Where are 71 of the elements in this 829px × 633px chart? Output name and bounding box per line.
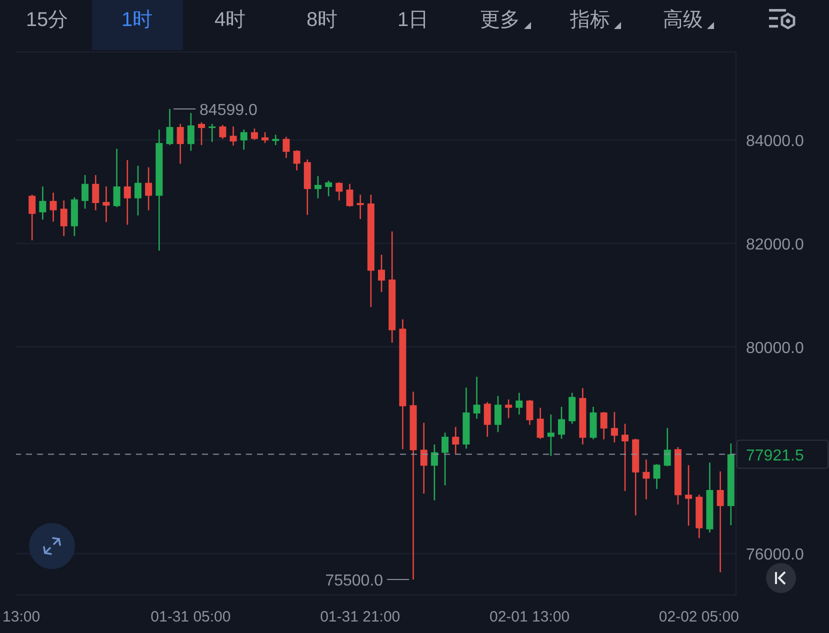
candlestick — [28, 194, 36, 241]
candlestick — [314, 175, 322, 199]
x-tick-label: 01-31 21:00 — [320, 608, 400, 626]
text: 1时 — [121, 9, 153, 31]
candlestick — [92, 174, 100, 211]
candlestick — [134, 165, 142, 216]
candlestick — [622, 423, 629, 492]
x-tick-label: 01-31 05:00 — [150, 608, 231, 626]
candlestick — [653, 464, 660, 490]
candlestick — [356, 194, 364, 220]
candlestick — [219, 124, 226, 140]
candlestick — [293, 150, 300, 172]
candlestick — [272, 134, 280, 146]
candlestick — [484, 401, 491, 438]
candlestick — [716, 470, 724, 573]
y-tick-label: 80000.0 — [746, 340, 804, 357]
candlestick — [250, 128, 258, 141]
ref-line-label: 77921.5 — [746, 447, 804, 464]
annotation: 75500.0 — [325, 572, 384, 590]
candlestick — [430, 444, 438, 502]
annotation: 84599.0 — [200, 102, 258, 119]
candlestick — [420, 422, 428, 494]
candlestick — [473, 376, 480, 420]
candlestick — [442, 432, 449, 486]
candlestick — [600, 411, 608, 440]
candlestick — [610, 411, 618, 444]
text: 8时 — [306, 9, 338, 31]
candlestick — [82, 174, 89, 210]
candlestick — [39, 186, 46, 220]
candlestick — [505, 398, 512, 419]
x-tick-label: 13:00 — [2, 608, 40, 626]
candlestick — [208, 123, 216, 143]
candlestick — [166, 108, 174, 146]
candlestick — [176, 123, 184, 164]
candlestick — [452, 426, 460, 454]
x-tick-label: 02-02 05:00 — [658, 608, 739, 626]
candlestick — [124, 159, 131, 226]
candlestick — [230, 126, 237, 146]
candlestick — [50, 192, 57, 222]
candlestick — [102, 186, 110, 223]
candlestick — [378, 254, 385, 293]
candlestick — [187, 112, 194, 152]
text: 4时 — [214, 9, 246, 31]
candlestick — [526, 399, 534, 426]
candlestick — [262, 132, 269, 144]
candlestick — [642, 458, 650, 500]
candlestick — [547, 414, 554, 457]
candlestick — [198, 122, 205, 146]
y-tick-label: 76000.0 — [746, 546, 804, 564]
candlestick — [494, 395, 502, 433]
text: 15分 — [26, 9, 68, 31]
candlestick — [558, 406, 565, 440]
candlestick — [336, 182, 343, 202]
y-tick-label: 84000.0 — [746, 132, 804, 150]
candlestick — [325, 180, 332, 197]
candlestick — [113, 148, 120, 208]
candlestick — [516, 392, 523, 416]
y-tick-label: 82000.0 — [746, 236, 804, 254]
candlestick — [282, 136, 290, 159]
text: 更多 — [480, 9, 520, 31]
candlestick — [685, 464, 692, 526]
text: 1日 — [397, 9, 429, 31]
candlestick — [664, 427, 671, 467]
candlestick — [145, 166, 152, 211]
candlestick — [240, 128, 248, 150]
x-tick-label: 02-01 13:00 — [489, 608, 570, 626]
candlestick — [346, 183, 354, 208]
text: 高级 — [663, 9, 703, 31]
candlestick — [60, 200, 68, 237]
candlestick — [536, 407, 544, 440]
text: 指标 — [570, 9, 610, 31]
